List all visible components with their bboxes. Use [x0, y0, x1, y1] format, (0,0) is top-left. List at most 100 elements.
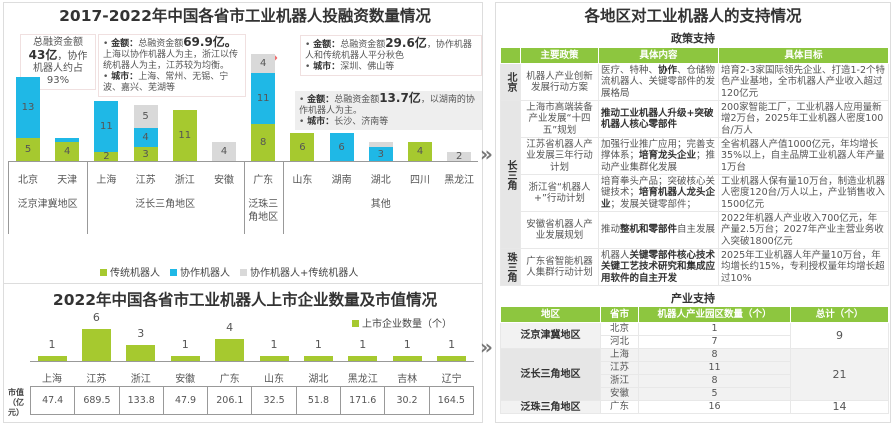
category-label: 浙江: [174, 175, 195, 186]
content-segment: 推动: [601, 224, 621, 236]
note-other: • 金额：总融资金额13.7亿，以湖南的协作机器人为主。 • 城市：长沙、济南等: [295, 91, 482, 130]
content-segment: ；推动产业集群化发展: [601, 150, 716, 173]
text: ，协作机器人和传统机器人平分秋色: [305, 40, 472, 61]
policy-row: 北京 机器人产业创新发展行动方案 医疗、特种、协作、仓储物流机器人、关键零部件的发展…: [500, 63, 889, 101]
bar-segment: 5: [133, 105, 158, 129]
content-segment: 推动工业机器人升级+突破机器人核心零部件: [601, 107, 714, 131]
right-panel: [495, 2, 891, 423]
category-label: 湖北: [308, 374, 329, 385]
region-cell: 泛京津冀地区: [500, 322, 601, 349]
text: 主要政策: [520, 47, 599, 64]
bar-segment: 8: [251, 123, 276, 161]
text: 69.9亿。: [183, 35, 237, 49]
content-segment: 培育拳头产品；突破核心关键技术；: [601, 175, 716, 199]
industry-row: 泛京津冀地区 北京 1 9: [500, 322, 889, 349]
province-cell: 江苏: [600, 361, 639, 375]
text: 城市：: [111, 72, 139, 82]
content-segment: 、仓储物流机器人、关键零部件的发展格局: [601, 64, 716, 99]
left-title: 2017-2022年中国各省市工业机器人投融资数量情况: [59, 7, 431, 25]
content-segment: 培育机器人龙头企业: [601, 187, 716, 210]
bar-segment: 11: [251, 72, 276, 124]
park-count-cell: 16: [638, 400, 791, 414]
policy-goal: 全省机器人产值1000亿元，年均增长35%以上，自主品牌工业机器人年产量1万台: [718, 137, 889, 175]
policy-goal: 200家智能工厂，工业机器人应用量新增2万台，2025年工业机器人密度100台/…: [718, 100, 889, 138]
text: 29.6亿: [385, 36, 427, 50]
category-label: 广东: [253, 175, 274, 186]
policy-name: 江苏省机器人产业发展三年行动计划: [520, 137, 599, 175]
policy-goal: 工业机器人保有量10万台，制造业机器人密度120台/万人以上，产业销售收入150…: [718, 174, 889, 212]
category-label: 四川: [410, 175, 430, 186]
industry-row: 泛珠三角地区 广东 16 14: [500, 400, 889, 414]
market-value-cell: 171.6: [340, 386, 386, 415]
bar-segment: 2: [94, 151, 119, 162]
category-label: 江苏: [86, 374, 107, 385]
market-value-cell: 47.9: [162, 386, 209, 415]
listed-bar: [81, 328, 111, 361]
policy-row: 江苏省机器人产业发展三年行动计划 加强行业推广应用；完善支撑体系；培育龙头企业；推…: [501, 137, 889, 175]
policy-content: 加强行业推广应用；完善支撑体系；培育龙头企业；推动产业集群化发展: [598, 137, 719, 175]
text: 机器人产业园区数量（个）: [638, 306, 791, 323]
listed-bar: [259, 355, 289, 361]
bar-segment: 4: [55, 142, 80, 161]
data-label: 4: [226, 321, 234, 335]
category-label: 辽宁: [441, 374, 462, 385]
bar-segment: 2: [447, 151, 472, 162]
region-cell: 长三角: [500, 100, 521, 249]
legend-swatch: [352, 320, 359, 327]
legend-item: 协作机器人+传统机器人: [240, 264, 358, 279]
text: 城市：: [307, 117, 335, 127]
funding-chart: 5 13 北京 4 天津 2 11 上海 3 4 5 江苏 11 浙江 4 安徽 8 11 4 广东 6 山东 6 湖南 3 湖北…: [0, 0, 485, 265]
province-cell: 河北: [600, 335, 639, 349]
policy-content: 医疗、特种、协作、仓储物流机器人、关键零部件的发展格局: [598, 63, 719, 101]
data-label: 1: [403, 337, 411, 351]
park-count-cell: 7: [638, 335, 791, 349]
bar-segment: 4: [408, 142, 432, 161]
text: 总融资金额: [138, 39, 184, 49]
market-value-cell: 30.2: [384, 386, 430, 415]
total-cell: 9: [790, 322, 889, 349]
category-label: 上海: [96, 175, 117, 186]
province-cell: 北京: [600, 322, 639, 336]
group-divider: [86, 161, 88, 234]
right-title: 各地区对工业机器人的支持情况: [584, 7, 802, 25]
policy-goal: 培育2-3家国际领先企业、打造1-2个特色产业基地，全市机器人产业收入超过120…: [718, 63, 889, 101]
policy-row: 安徽省机器人产业发展规划 推动整机和零部件自主发展 2022年机器人产业收入700亿…: [501, 211, 889, 249]
category-label: 湖北: [370, 175, 391, 186]
content-segment: 培育龙头企业: [639, 150, 697, 162]
bar-segment: 13: [16, 77, 40, 138]
text: 金额：: [111, 39, 139, 49]
chevron-right-icon: »: [480, 142, 493, 166]
listed-bar: [303, 355, 333, 361]
bar-segment: 3: [368, 147, 393, 161]
x-axis: [8, 161, 478, 162]
region-cell: 泛长三角地区: [500, 348, 601, 401]
bar-segment: 3: [133, 147, 158, 161]
policy-row: 浙江省“机器人+”行动计划 培育拳头产品；突破核心关键技术；培育机器人龙头企业；发…: [501, 174, 889, 212]
category-label: 广东: [219, 374, 240, 385]
group-label: 泛长三角地区: [135, 199, 196, 210]
content-segment: ；发展关键零部件；: [610, 198, 697, 210]
bar-segment: 4: [212, 142, 236, 161]
data-label: 1: [314, 337, 322, 351]
category-label: 黑龙江: [444, 175, 475, 186]
market-value-label: 市值（亿元）: [8, 388, 24, 417]
legend-swatch: [240, 269, 247, 276]
legend-item: 协作机器人: [170, 264, 230, 279]
legend-swatch: [170, 269, 177, 276]
park-count-cell: 8: [638, 374, 791, 388]
park-count-cell: 11: [638, 361, 791, 375]
category-label: 山东: [292, 175, 313, 186]
bar-segment: 6: [290, 133, 315, 161]
policy-row: 珠三角 广东省智能机器人集群行动计划 机器人关键零部件核心技术关键工艺技术研究和集成…: [500, 248, 889, 286]
divider: [3, 283, 483, 284]
category-label: 天津: [57, 175, 78, 186]
bar-segment: [55, 137, 80, 143]
park-count-cell: 8: [638, 348, 791, 362]
text: 深圳、佛山等: [340, 62, 395, 72]
listed-bar: [437, 355, 467, 361]
text: 总融资金额: [33, 37, 83, 48]
bar-segment: [368, 142, 393, 148]
bar-segment: 11: [94, 100, 119, 152]
legend-item: 上市企业数量（个）: [352, 315, 452, 330]
category-label: 山东: [264, 374, 284, 385]
